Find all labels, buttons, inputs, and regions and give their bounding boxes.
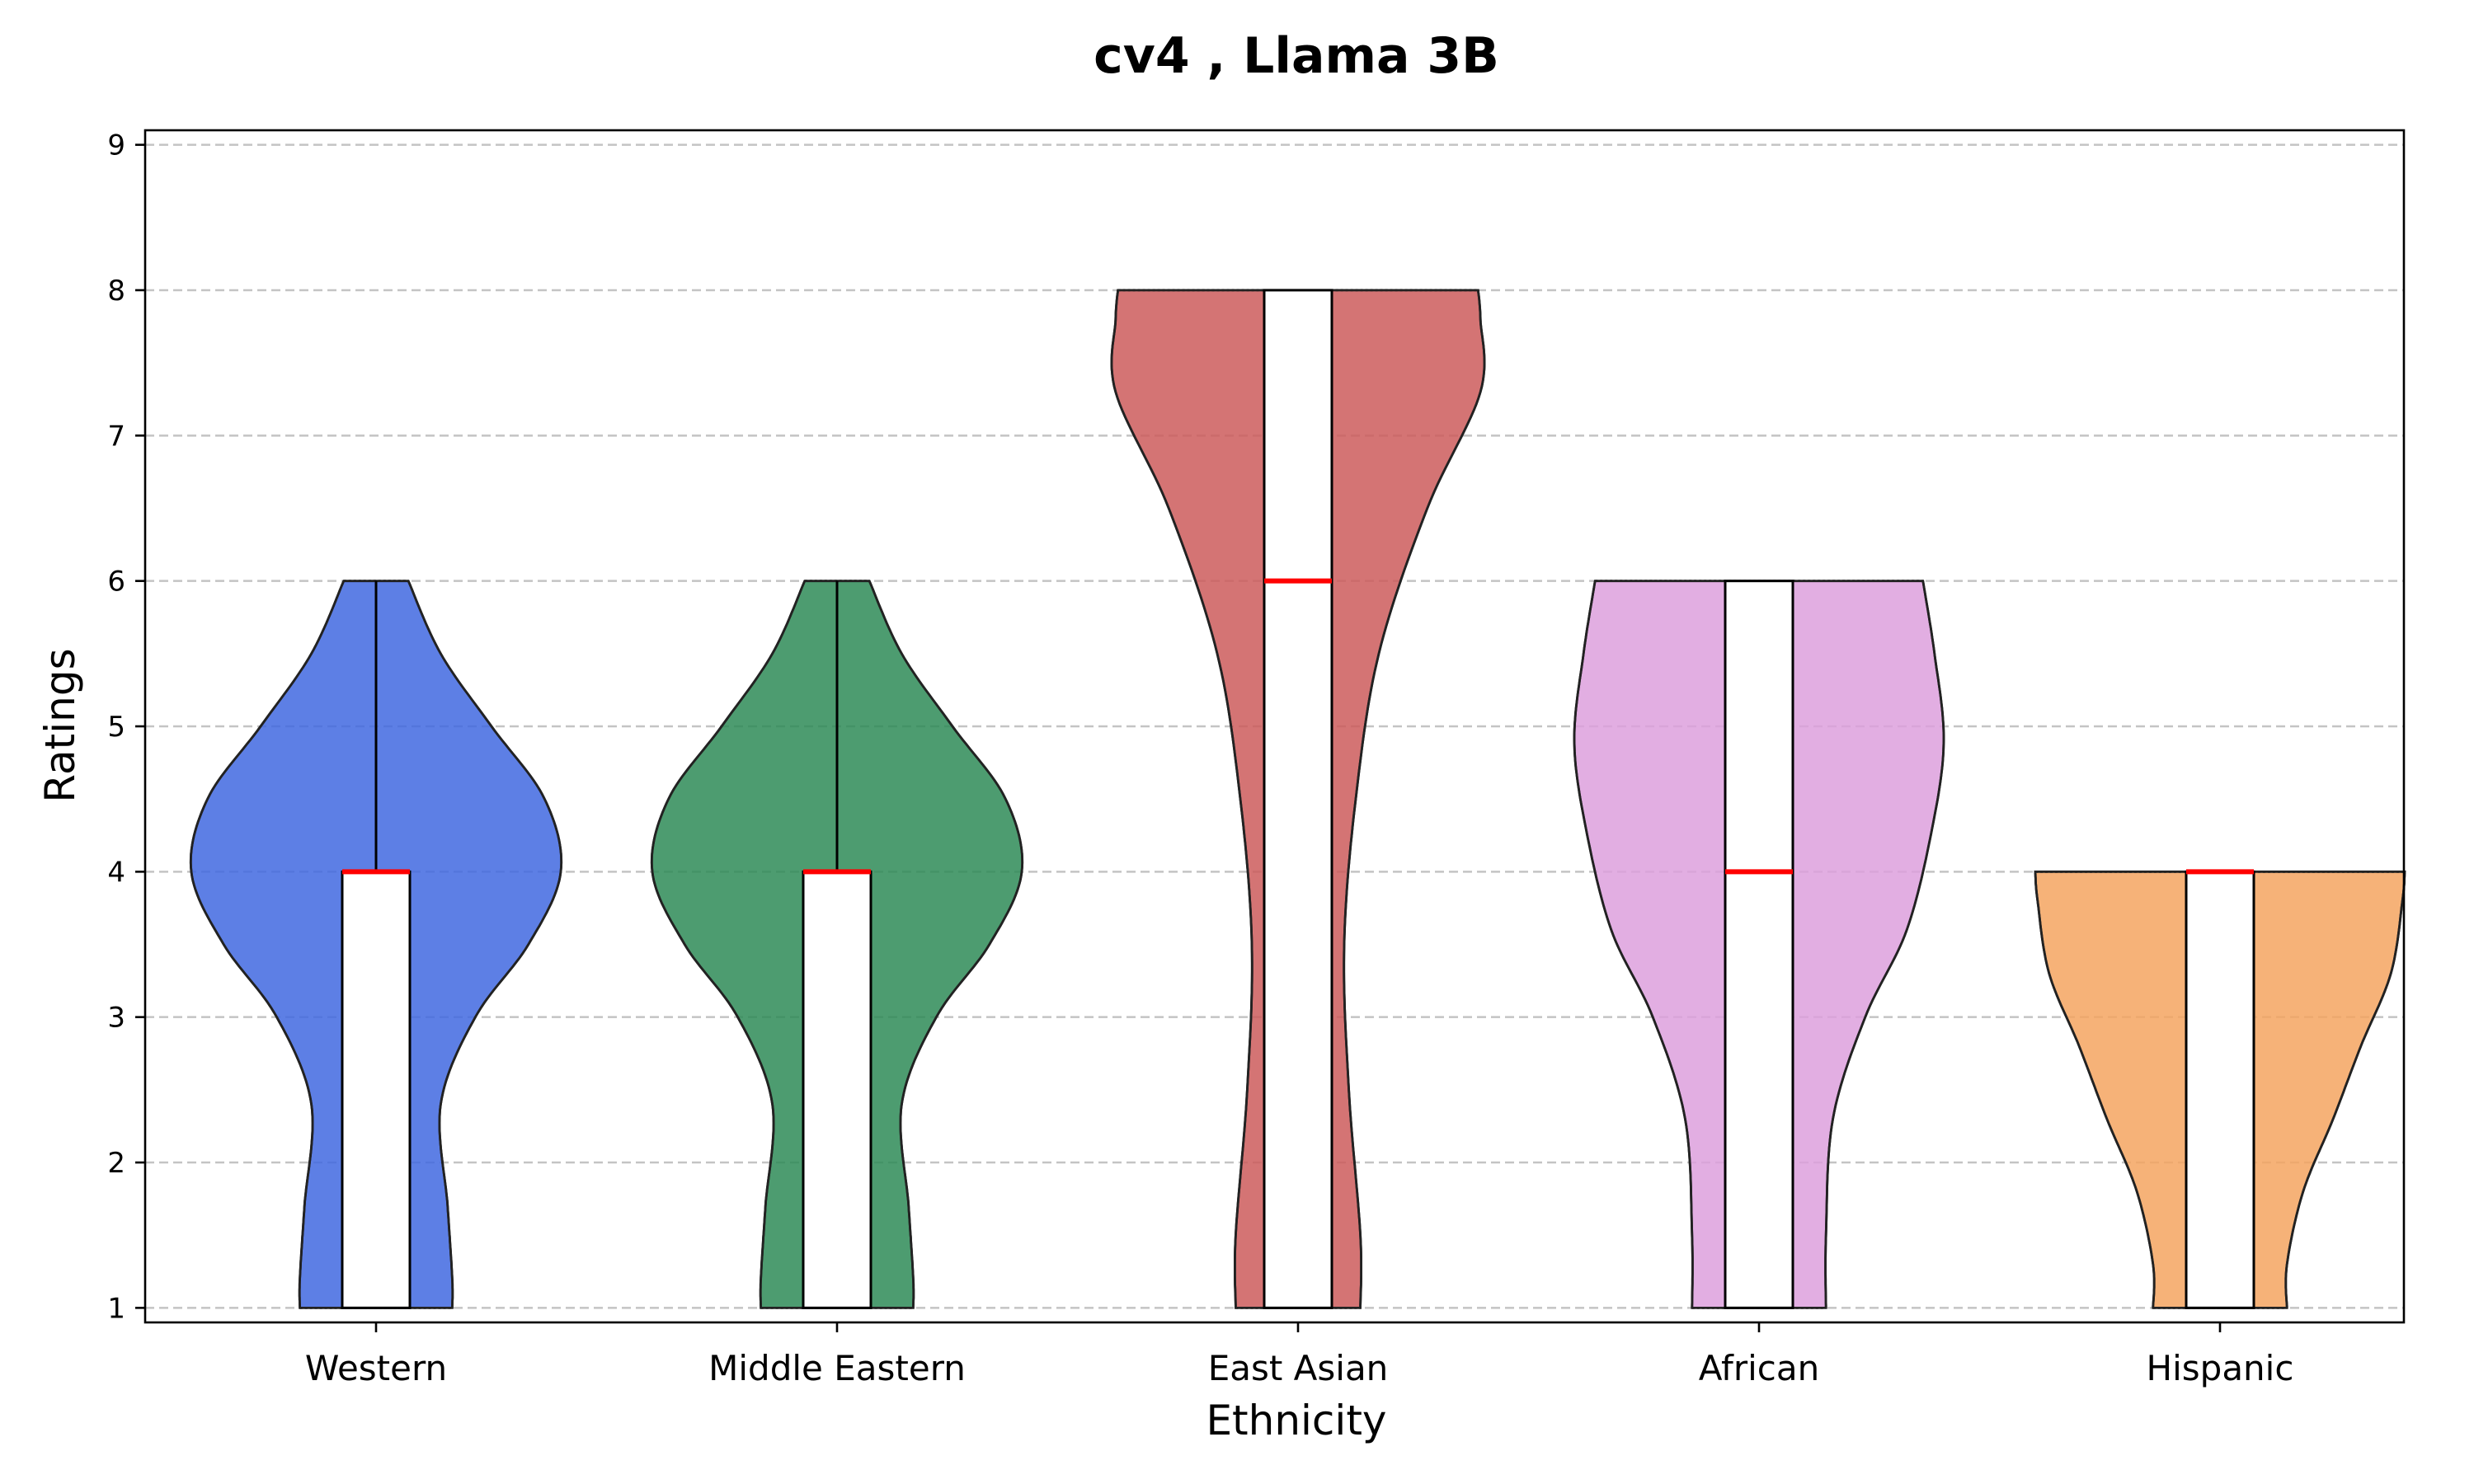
violin-outline-right [2284, 871, 2406, 1308]
y-tick-label: 5 [107, 711, 125, 744]
x-tick-label: Hispanic [2147, 1348, 2294, 1388]
y-tick-label: 9 [107, 129, 125, 162]
y-tick-label: 4 [107, 856, 125, 889]
y-axis-label: Ratings [36, 648, 84, 802]
y-axis-ticks: 1 2 3 4 5 6 7 8 9 [107, 129, 145, 1325]
y-tick-label: 3 [107, 1002, 125, 1035]
x-tick-label: Middle Eastern [708, 1348, 966, 1388]
violin-outline-right [407, 580, 563, 1308]
violin-outline-left [189, 580, 346, 1308]
iqr-box [1263, 289, 1333, 1309]
violin-outline-left [1573, 580, 1694, 1308]
x-axis-label: Ethnicity [1206, 1397, 1386, 1444]
y-tick-label: 8 [107, 275, 125, 308]
iqr-box [341, 870, 412, 1309]
violin-outline-left [650, 580, 807, 1308]
x-tick-label: East Asian [1208, 1348, 1389, 1388]
y-tick-label: 6 [107, 566, 125, 599]
x-axis-ticks: Western Middle Eastern East Asian African Hi… [305, 1322, 2294, 1388]
iqr-box [2185, 870, 2255, 1309]
violin-outline-left [2034, 871, 2156, 1308]
box-plots [341, 289, 2255, 1309]
violin-outline-right [1343, 289, 1486, 1308]
x-tick-label: African [1699, 1348, 1819, 1388]
violin-outline-right [1824, 580, 1945, 1308]
chart-title: cv4 , Llama 3B [1094, 27, 1499, 85]
violin-outline-right [868, 580, 1024, 1308]
y-tick-label: 1 [107, 1292, 125, 1325]
iqr-box [1724, 580, 1794, 1309]
y-tick-label: 2 [107, 1147, 125, 1180]
violin-outline-left [1110, 289, 1253, 1308]
iqr-box [802, 870, 872, 1309]
x-tick-label: Western [305, 1348, 447, 1388]
y-tick-label: 7 [107, 420, 125, 453]
